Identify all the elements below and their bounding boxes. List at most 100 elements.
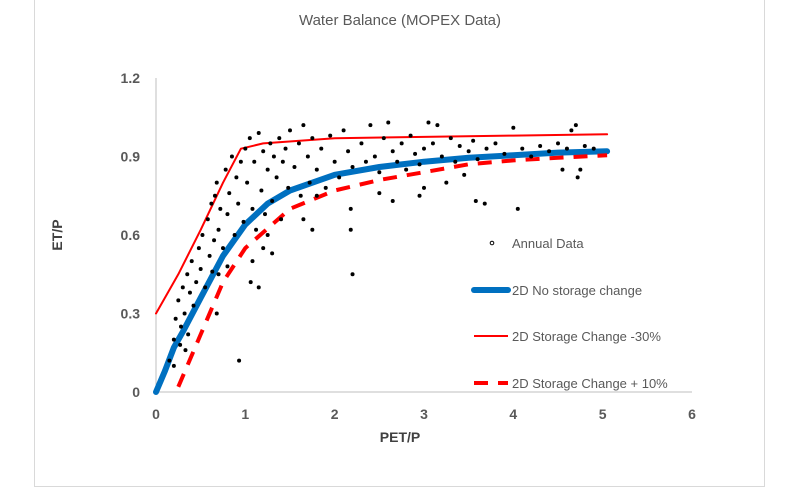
data-point xyxy=(578,167,583,172)
data-point xyxy=(363,159,368,164)
data-point xyxy=(314,167,319,172)
data-point xyxy=(248,280,253,285)
data-point xyxy=(250,206,255,211)
data-point xyxy=(225,212,230,217)
data-point xyxy=(346,149,351,154)
data-point xyxy=(227,191,232,196)
data-point xyxy=(462,172,467,177)
data-point xyxy=(417,162,422,167)
data-point xyxy=(457,144,462,149)
data-point xyxy=(179,324,184,329)
data-point xyxy=(268,141,273,146)
data-point xyxy=(180,285,185,290)
data-point xyxy=(359,141,364,146)
data-point xyxy=(216,227,221,232)
data-point xyxy=(212,193,217,198)
data-point xyxy=(205,217,210,222)
data-point xyxy=(241,219,246,224)
data-point xyxy=(328,133,333,138)
data-point xyxy=(185,272,190,277)
data-point xyxy=(573,123,578,128)
data-point xyxy=(186,332,191,337)
data-point xyxy=(171,363,176,368)
data-point xyxy=(348,227,353,232)
series-line-3 xyxy=(176,153,608,388)
data-point xyxy=(435,123,440,128)
data-point xyxy=(288,128,292,133)
data-point xyxy=(173,316,178,321)
data-point xyxy=(196,246,201,251)
data-point xyxy=(256,130,261,135)
data-point xyxy=(348,206,353,211)
data-point xyxy=(381,136,386,141)
data-point xyxy=(350,272,355,277)
data-point xyxy=(250,259,255,264)
data-point xyxy=(417,193,422,198)
data-point xyxy=(210,269,215,274)
data-point xyxy=(283,146,288,151)
x-tick-label: 3 xyxy=(420,406,428,422)
data-point xyxy=(408,133,413,138)
data-point xyxy=(301,217,306,222)
data-point xyxy=(254,227,259,232)
data-point xyxy=(390,198,395,203)
data-point xyxy=(493,141,498,146)
data-point xyxy=(439,154,444,159)
data-point xyxy=(209,201,214,206)
data-point xyxy=(520,146,525,151)
data-point xyxy=(207,253,212,258)
data-point xyxy=(337,175,342,180)
data-point xyxy=(280,159,285,164)
legend-label: 2D Storage Change -30% xyxy=(512,329,661,344)
data-point xyxy=(404,167,409,172)
y-axis-label: ET/P xyxy=(49,219,65,250)
data-point xyxy=(216,272,221,277)
x-tick-label: 4 xyxy=(509,406,517,422)
data-point xyxy=(332,159,337,164)
data-point xyxy=(310,136,315,141)
data-point xyxy=(298,193,303,198)
data-point xyxy=(238,159,243,164)
series-line-2 xyxy=(155,133,609,315)
data-point xyxy=(466,149,471,154)
data-point xyxy=(444,180,449,185)
data-point xyxy=(171,337,176,342)
data-point xyxy=(448,136,453,141)
data-point xyxy=(223,167,228,172)
data-point xyxy=(286,185,291,190)
data-point xyxy=(245,180,250,185)
data-point xyxy=(261,149,266,154)
data-point xyxy=(252,159,257,164)
series-line-1 xyxy=(153,148,611,395)
data-point xyxy=(377,191,382,196)
data-point xyxy=(305,154,310,159)
data-point xyxy=(176,298,181,303)
data-point xyxy=(178,342,183,347)
legend-label: Annual Data xyxy=(512,236,584,251)
x-tick-label: 0 xyxy=(152,406,160,422)
data-point xyxy=(182,311,187,316)
data-point xyxy=(575,175,580,180)
data-point xyxy=(247,136,252,141)
x-tick-label: 5 xyxy=(599,406,607,422)
data-point xyxy=(212,238,217,243)
data-point xyxy=(221,246,225,251)
data-point xyxy=(259,188,264,193)
x-axis-label: PET/P xyxy=(380,429,420,445)
data-point xyxy=(556,141,560,146)
data-point xyxy=(243,146,248,151)
data-point xyxy=(368,123,373,128)
data-point xyxy=(386,120,391,125)
data-point xyxy=(296,141,301,146)
y-tick-label: 0 xyxy=(132,384,140,400)
data-point xyxy=(200,233,205,237)
data-point xyxy=(484,146,489,151)
data-point xyxy=(591,146,596,151)
data-point xyxy=(187,290,192,295)
data-point xyxy=(341,128,346,133)
data-point xyxy=(377,170,382,175)
data-point xyxy=(560,167,565,172)
y-tick-label: 0.3 xyxy=(121,306,141,322)
data-point xyxy=(515,206,520,211)
